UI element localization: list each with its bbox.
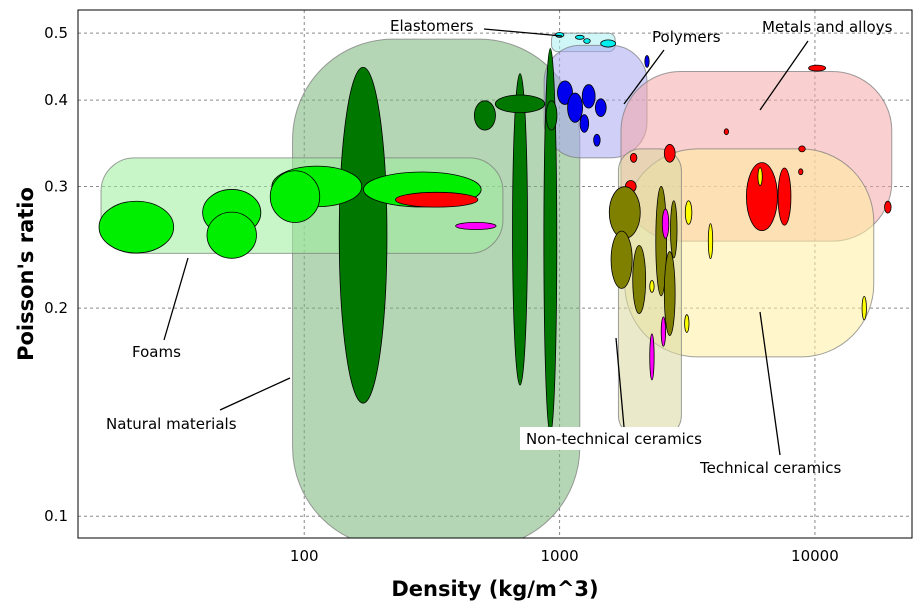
material-bubble (594, 98, 607, 117)
material-bubble (557, 80, 573, 105)
material-bubble (579, 114, 590, 133)
annotation-leader-line (615, 337, 625, 428)
material-bubble (660, 316, 666, 347)
y-tick-labels: 0.1 0.2 0.3 0.4 0.5 (44, 24, 68, 525)
y-tick-label: 0.3 (44, 177, 68, 195)
material-bubbles (98, 32, 892, 435)
y-tick-label: 0.1 (44, 507, 68, 525)
material-bubble (798, 168, 804, 176)
material-bubble (723, 128, 729, 136)
annotation-label: Natural materials (106, 415, 237, 433)
y-tick-label: 0.2 (44, 299, 68, 317)
material-bubble (670, 200, 678, 259)
annotation-leader-line (759, 40, 809, 111)
x-tick-label: 100 (290, 547, 319, 565)
annotation-label: Polymers (652, 28, 721, 46)
material-bubble (473, 100, 496, 131)
y-tick-label: 0.5 (44, 24, 68, 42)
material-bubble (98, 200, 175, 254)
y-axis-title: Poisson's ratio (14, 187, 38, 361)
material-bubble (746, 162, 778, 232)
material-bubble (395, 191, 479, 208)
material-bubble (610, 230, 633, 289)
material-bubble (808, 64, 827, 72)
material-bubble (512, 73, 528, 386)
plot-frame (77, 9, 913, 539)
material-bubble (798, 145, 806, 153)
annotation-label: Elastomers (390, 17, 474, 35)
annotation-leader-line (163, 257, 189, 341)
material-bubble (649, 280, 655, 293)
material-bubble (545, 100, 558, 131)
material-bubble (581, 84, 596, 109)
material-bubble (494, 94, 546, 114)
material-bubble (338, 66, 388, 404)
material-bubble (608, 186, 641, 239)
x-axis-title: Density (kg/m^3) (391, 577, 598, 601)
material-bubble (593, 133, 601, 147)
material-bubble (861, 295, 867, 321)
material-bubble (777, 167, 792, 226)
annotation-label: Metals and alloys (762, 18, 893, 36)
material-bubble (575, 34, 585, 40)
material-bubble (757, 167, 763, 186)
material-bubble (663, 144, 676, 163)
annotation-label-background (520, 427, 725, 450)
material-bubble (583, 38, 591, 44)
annotation-leader-line (219, 377, 291, 411)
material-bubble (684, 314, 690, 333)
material-bubble (567, 92, 583, 123)
y-tick-label: 0.4 (44, 91, 68, 109)
x-tick-label: 10000 (791, 547, 839, 565)
material-bubble (455, 221, 497, 230)
annotation-leaders (163, 28, 809, 456)
annotations: Elastomers Polymers Metals and alloys Foams… (106, 17, 893, 477)
material-bubble (884, 200, 892, 214)
annotation-leader-line (623, 49, 665, 105)
annotation-label: Technical ceramics (699, 459, 842, 477)
material-bubble (661, 208, 670, 239)
x-tick-labels: 100 1000 10000 (290, 547, 839, 565)
x-tick-label: 1000 (540, 547, 578, 565)
material-bubble (632, 245, 647, 314)
annotation-label: Foams (132, 343, 181, 361)
annotation-leader-line (483, 28, 563, 37)
material-bubble (629, 152, 638, 163)
annotation-leader-line (759, 311, 781, 456)
material-bubble (644, 55, 650, 68)
material-bubble (649, 333, 655, 381)
material-bubble (684, 200, 693, 225)
material-bubble (269, 170, 321, 223)
envelope-natural-materials (292, 38, 581, 538)
material-bubble (663, 251, 676, 336)
material-bubble (707, 223, 714, 260)
material-bubble (600, 39, 617, 48)
annotation-label: Non-technical ceramics (526, 430, 702, 448)
material-bubble (206, 211, 257, 259)
